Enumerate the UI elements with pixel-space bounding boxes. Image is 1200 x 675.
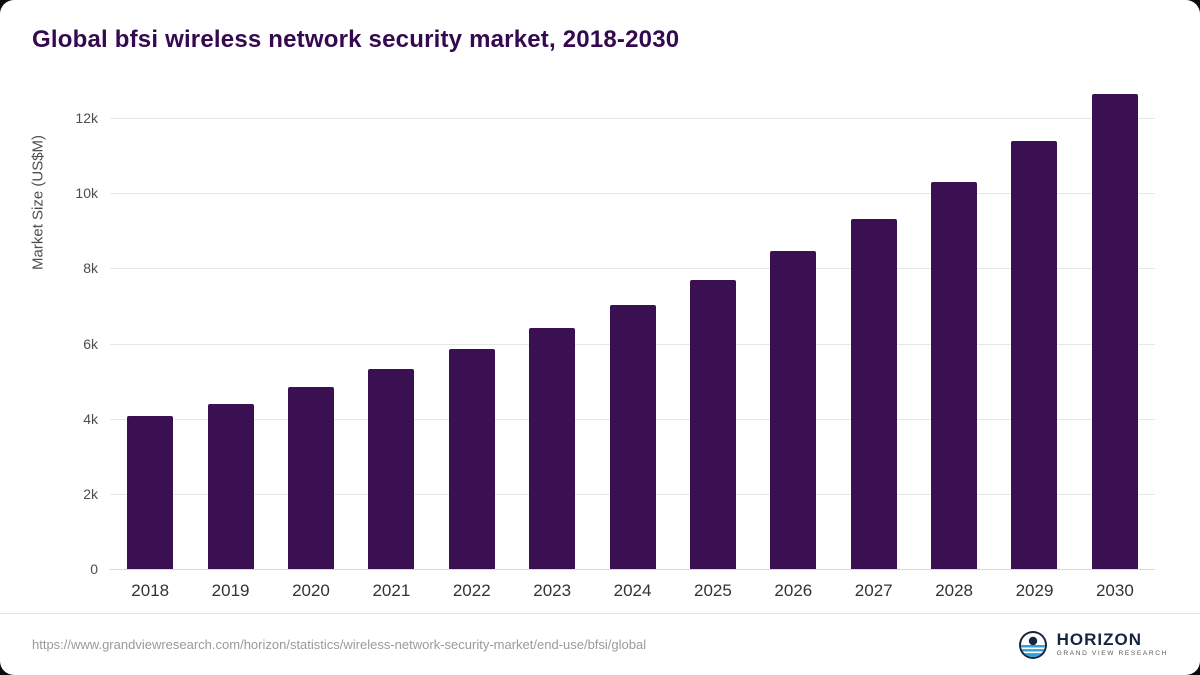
y-tick-label: 6k [83, 335, 98, 352]
bar-slot [271, 88, 351, 569]
x-tick-label: 2024 [613, 581, 652, 600]
bar-slot [673, 88, 753, 569]
x-axis-labels: 2018 2019 2020 2021 2022 2023 2024 2025 2026 2027… [110, 569, 1155, 613]
x-tick-label: 2025 [694, 581, 732, 600]
bar-slot [190, 88, 270, 569]
bar-2019 [207, 403, 254, 569]
page-title: Global bfsi wireless network security ma… [32, 26, 680, 53]
x-tick-label: 2030 [1095, 581, 1134, 600]
horizon-logo: HORIZON GRAND VIEW RESEARCH [1018, 630, 1168, 660]
y-tick-label: 12k [75, 110, 98, 127]
bar-2023 [529, 327, 576, 569]
bar-2020 [287, 387, 334, 569]
bar-2027 [850, 218, 897, 569]
bar-2025 [689, 279, 736, 569]
x-tick-label: 2018 [131, 581, 170, 600]
bar-slot [1075, 88, 1155, 569]
brand-name: HORIZON [1056, 630, 1143, 650]
x-tick-label: 2029 [1015, 581, 1054, 600]
y-axis-title: Market Size (US$M) [29, 134, 47, 270]
x-tick-label: 2028 [935, 581, 974, 600]
source-url: https://www.grandviewresearch.com/horizo… [32, 637, 647, 652]
x-tick-label: 2019 [211, 581, 250, 600]
bar-slot [914, 88, 994, 569]
gridline [110, 268, 1155, 270]
x-tick-label: 2021 [372, 581, 411, 600]
bar-2021 [368, 368, 415, 569]
bar-2030 [1091, 93, 1138, 569]
y-tick-label: 2k [83, 485, 98, 502]
bar-slot [592, 88, 672, 569]
bar-2018 [127, 416, 174, 569]
y-tick-label: 4k [83, 410, 98, 427]
bar-2029 [1011, 141, 1058, 569]
x-tick-label: 2023 [533, 581, 572, 600]
gridline [110, 569, 1155, 570]
bar-2022 [448, 349, 495, 569]
bar-slot [994, 88, 1074, 569]
bar-slot [753, 88, 833, 569]
bar-slot [110, 88, 190, 569]
bar-slot [351, 88, 431, 569]
gridline [110, 118, 1155, 120]
bar-2026 [770, 250, 817, 569]
y-tick-label: 0 [90, 561, 98, 577]
bar-2028 [931, 181, 978, 569]
brand-subtitle: GRAND VIEW RESEARCH [1056, 650, 1168, 658]
x-tick-label: 2022 [452, 581, 491, 600]
bar-slot [432, 88, 512, 569]
x-tick-label: 2020 [292, 581, 330, 600]
gridline [110, 193, 1155, 195]
x-tick-label: 2027 [854, 581, 893, 600]
horizon-circle-icon [1018, 630, 1047, 659]
y-tick-label: 8k [83, 260, 98, 277]
brand-text: HORIZON GRAND VIEW RESEARCH [1057, 631, 1168, 658]
bar-slot [834, 88, 914, 569]
bars-layer [110, 88, 1155, 569]
bar-2024 [609, 304, 656, 569]
bar-chart: Market Size (US$M) 0 2k 4k 6k 8k 10k 12k [30, 88, 1155, 577]
x-tick-label: 2026 [774, 581, 813, 600]
footer: https://www.grandviewresearch.com/horizo… [0, 613, 1200, 675]
y-tick-label: 10k [75, 185, 98, 202]
bar-slot [512, 88, 592, 569]
